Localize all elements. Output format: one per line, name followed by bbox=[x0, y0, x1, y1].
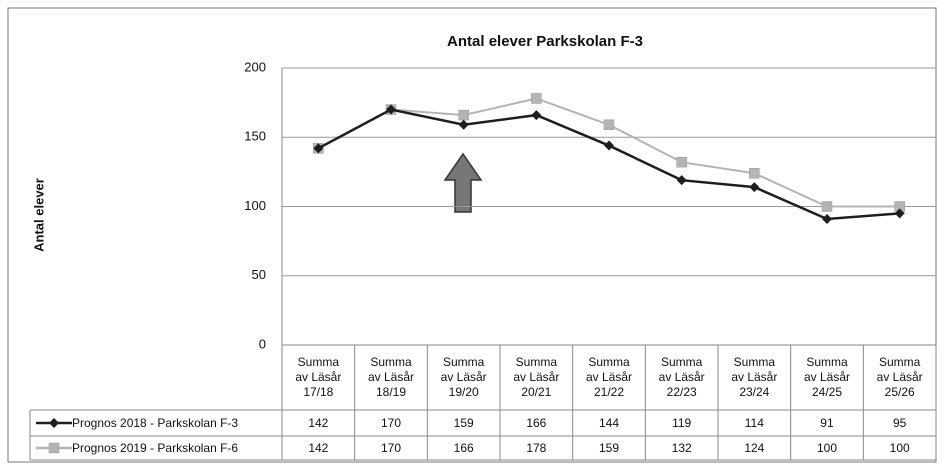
table-value: 100 bbox=[816, 440, 837, 455]
table-value: 144 bbox=[598, 415, 619, 430]
point bbox=[822, 213, 832, 224]
x-tick-label: Summa av Läsår 20/21 bbox=[513, 355, 560, 399]
y-axis-label: Antal elever bbox=[31, 178, 46, 252]
x-tick-label: Summa av Läsår 23/24 bbox=[731, 355, 778, 399]
point bbox=[676, 156, 687, 168]
y-tick-label: 0 bbox=[259, 336, 266, 351]
y-tick-label: 150 bbox=[244, 129, 266, 144]
point bbox=[604, 140, 614, 151]
table-value: 132 bbox=[671, 440, 692, 455]
point bbox=[458, 109, 469, 121]
table-value: 159 bbox=[453, 415, 474, 430]
table-value: 170 bbox=[380, 440, 401, 455]
table-value: 166 bbox=[453, 440, 474, 455]
point bbox=[458, 119, 469, 130]
table-value: 142 bbox=[308, 440, 329, 455]
y-tick-label: 100 bbox=[244, 198, 266, 213]
point bbox=[313, 143, 324, 154]
x-tick-label: Summa av Läsår 25/26 bbox=[876, 355, 923, 399]
point bbox=[531, 110, 542, 121]
x-tick-label: Summa av Läsår 17/18 bbox=[295, 355, 342, 399]
x-tick-label: Summa av Läsår 18/19 bbox=[367, 355, 415, 399]
chart-title: Antal elever Parkskolan F-3 bbox=[447, 33, 643, 50]
x-tick-label: Summa av Läsår 22/23 bbox=[658, 355, 705, 399]
x-tick-label: Summa av Läsår 19/20 bbox=[440, 355, 487, 399]
table-value: 119 bbox=[672, 415, 692, 430]
point bbox=[894, 208, 905, 219]
x-tick-label: Summa av Läsår 24/25 bbox=[803, 355, 851, 399]
table-value: 124 bbox=[744, 440, 765, 455]
y-tick-label: 50 bbox=[252, 267, 266, 282]
legend-label: Prognos 2018 - Parkskolan F-3 bbox=[72, 415, 239, 430]
point bbox=[749, 168, 760, 179]
x-tick-label: Summa av Läsår 21/22 bbox=[585, 355, 633, 399]
table-value: 170 bbox=[380, 415, 401, 430]
table-value: 178 bbox=[526, 440, 547, 455]
point bbox=[531, 93, 542, 104]
chart-border bbox=[7, 7, 937, 463]
table-value: 100 bbox=[889, 440, 910, 455]
table-value: 95 bbox=[892, 415, 907, 430]
point bbox=[49, 418, 59, 428]
point bbox=[821, 201, 833, 212]
point bbox=[676, 175, 687, 186]
y-tick-label: 200 bbox=[244, 59, 266, 74]
table-value: 114 bbox=[744, 415, 764, 430]
point bbox=[48, 442, 60, 454]
point bbox=[603, 119, 615, 131]
table-value: 91 bbox=[820, 415, 834, 430]
legend-label: Prognos 2019 - Parkskolan F-6 bbox=[72, 440, 239, 455]
point bbox=[749, 182, 760, 193]
table-value: 166 bbox=[526, 415, 547, 430]
table-value: 142 bbox=[308, 415, 329, 430]
table-value: 159 bbox=[598, 440, 619, 455]
point bbox=[386, 104, 396, 115]
